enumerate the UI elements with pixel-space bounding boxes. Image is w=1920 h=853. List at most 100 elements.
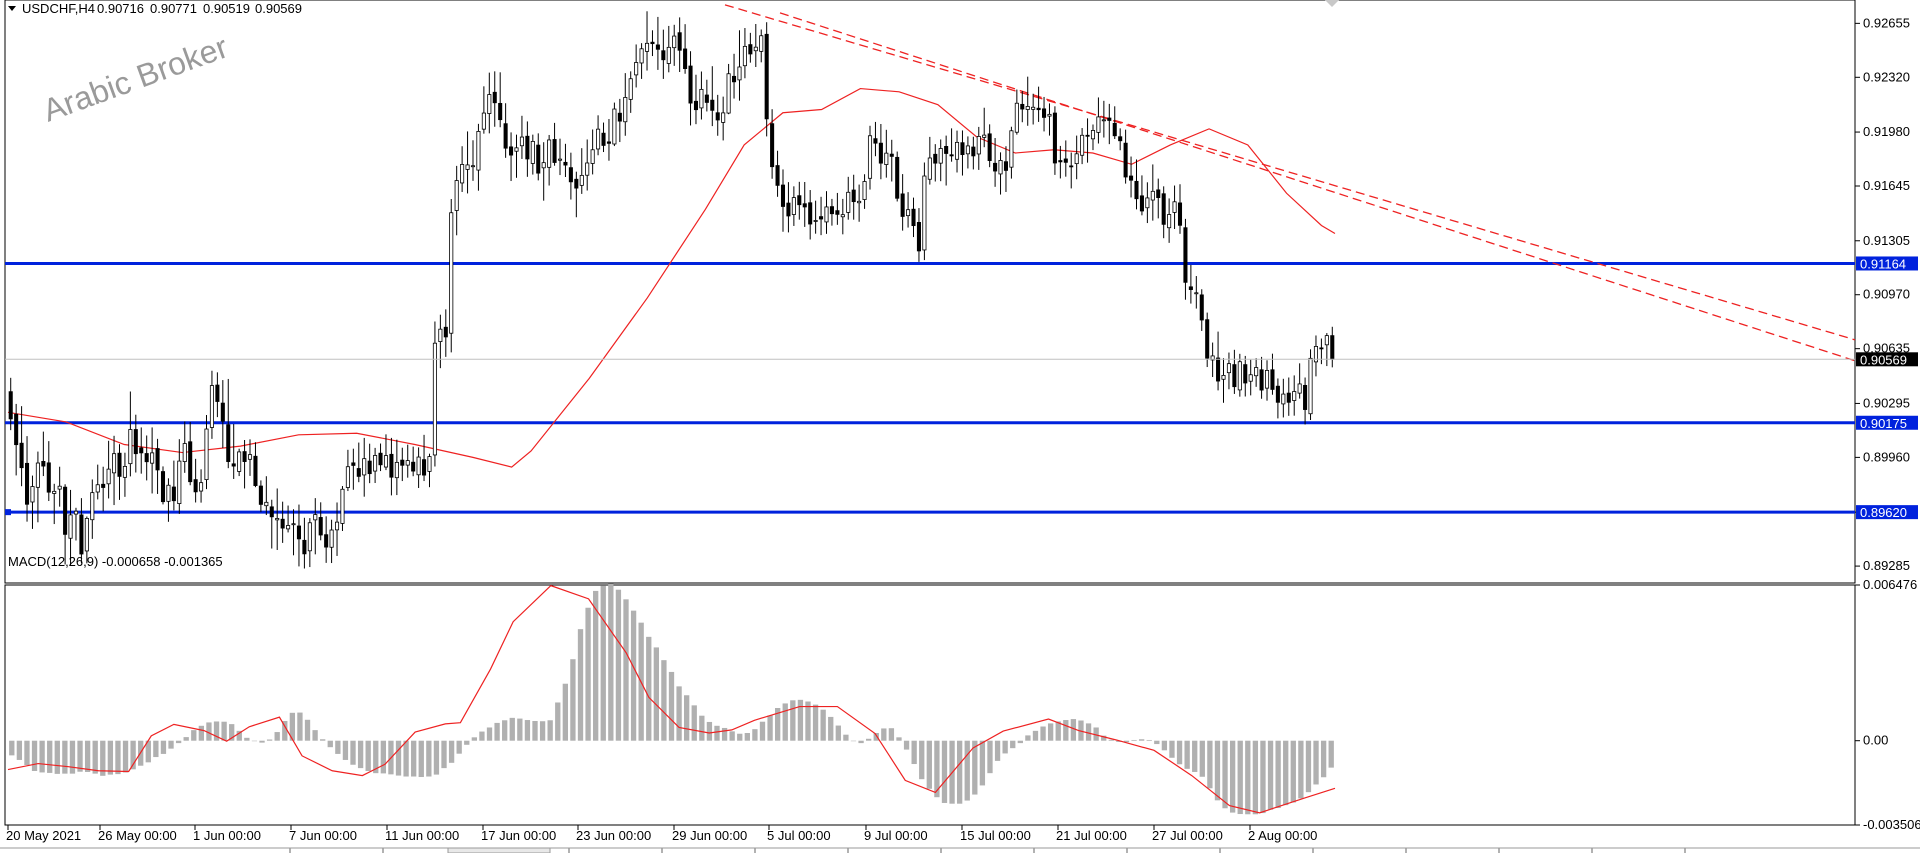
collapse-triangle-icon[interactable] [8,6,16,11]
candle-body [916,222,921,252]
candle-body [1216,357,1221,382]
time-tick-label: 21 Jul 00:00 [1056,828,1127,843]
macd-hist-bar [1229,740,1236,813]
macd-hist-bar [1002,740,1008,754]
candle-body [704,94,709,103]
candle-body [1096,116,1101,133]
candle-body [1275,385,1280,403]
candle-body [193,479,198,493]
candle-body [1090,130,1096,140]
candle-body [307,522,312,552]
macd-hist-bar [721,727,728,741]
trendlines[interactable] [724,4,1856,362]
level-anchor-handle[interactable] [5,509,11,516]
candle-body [949,154,954,157]
candle-body [1259,369,1264,391]
candle-body [715,112,720,121]
level-tag-label: 0.89620 [1860,505,1907,520]
candle-body [1221,375,1226,380]
candle-body [302,539,307,555]
trendline[interactable] [779,12,1856,362]
macd-hist-bar [843,734,849,741]
candle-body [1101,119,1106,122]
candle-body [726,73,731,114]
candle-body [998,160,1003,175]
candle-body [867,135,873,179]
macd-hist-bar [486,727,493,741]
candle-body [1123,142,1128,178]
chart-header-low: 0.90519 [203,1,250,16]
macd-tick-label: 0.006476 [1863,577,1917,592]
macd-hist-bar [873,733,879,741]
candle-body [1031,106,1036,110]
candle-body [144,453,149,463]
macd-hist-bar [266,739,273,741]
candle-body [568,167,573,183]
macd-hist-bar [1214,740,1221,801]
macd-hist-bar [365,740,371,771]
level-tag-label: 0.91164 [1860,256,1906,271]
macd-hist-bar [1070,719,1077,741]
time-tick-label: 5 Jul 00:00 [767,828,831,843]
candle-body [683,48,688,70]
candle-body [900,193,905,217]
macd-hist-bar [183,737,189,741]
candle-body [242,451,247,462]
macd-hist-bar [282,720,288,741]
macd-hist-bar [92,740,98,774]
price-tick-label: 0.90295 [1863,395,1910,410]
macd-hist-bar [1116,740,1122,742]
candle-body [258,485,263,505]
macd-hist-bar [274,732,280,741]
level-tag [1856,256,1918,271]
macd-hist-bar [1290,740,1296,803]
macd-hist-bar [221,721,227,741]
macd-hist-bar [1328,740,1334,768]
macd-hist-bar [941,740,948,803]
candle-body [1150,190,1155,201]
candle-body [514,147,519,152]
macd-hist-bar [911,740,917,765]
macd-hist-bar [653,647,659,741]
candle-body [470,165,476,168]
candle-body [465,164,470,170]
macd-hist-bar [1138,739,1145,741]
macd-hist-bar [562,683,568,741]
candle-body [1319,347,1324,350]
candle-body [14,413,19,446]
candle-body [873,138,878,144]
candle-body [541,162,546,169]
macd-hist-bar [47,740,53,773]
candle-body [492,91,497,104]
macd-hist-bar [615,589,622,741]
trendline[interactable] [724,4,1856,341]
macd-hist-bar [9,740,15,756]
macd-hist-bar [729,731,735,741]
candle-body [63,486,68,535]
candle-body [8,391,13,420]
macd-hist-bar [881,728,887,741]
macd-hist-bar [418,740,424,778]
price-tick-label: 0.90635 [1863,341,1910,356]
scroll-thumb[interactable] [447,847,551,853]
macd-hist-bar [593,590,599,741]
macd-hist-bar [433,740,440,775]
chart-header-close: 0.90569 [255,1,302,16]
candle-body [253,455,258,486]
candle-body [449,212,454,334]
candle-body [237,451,242,472]
price-tick-label: 0.91980 [1863,124,1910,139]
macd-hist-bar [1260,740,1266,814]
candle-body [122,465,127,478]
candle-body [628,78,633,100]
candle-body [95,484,100,493]
macd-hist-bar [1245,740,1251,815]
macd-hist-bar [699,715,705,741]
candle-body [25,462,30,505]
candle-body [802,203,807,208]
candle-body [334,521,340,531]
macd-tick-label: -0.003506 [1863,817,1920,832]
horizontal-levels[interactable]: 0.91164 0.90175 0.89620 [5,256,1918,520]
time-tick-label: 29 Jun 00:00 [672,828,747,843]
macd-hist-bar [122,740,129,773]
